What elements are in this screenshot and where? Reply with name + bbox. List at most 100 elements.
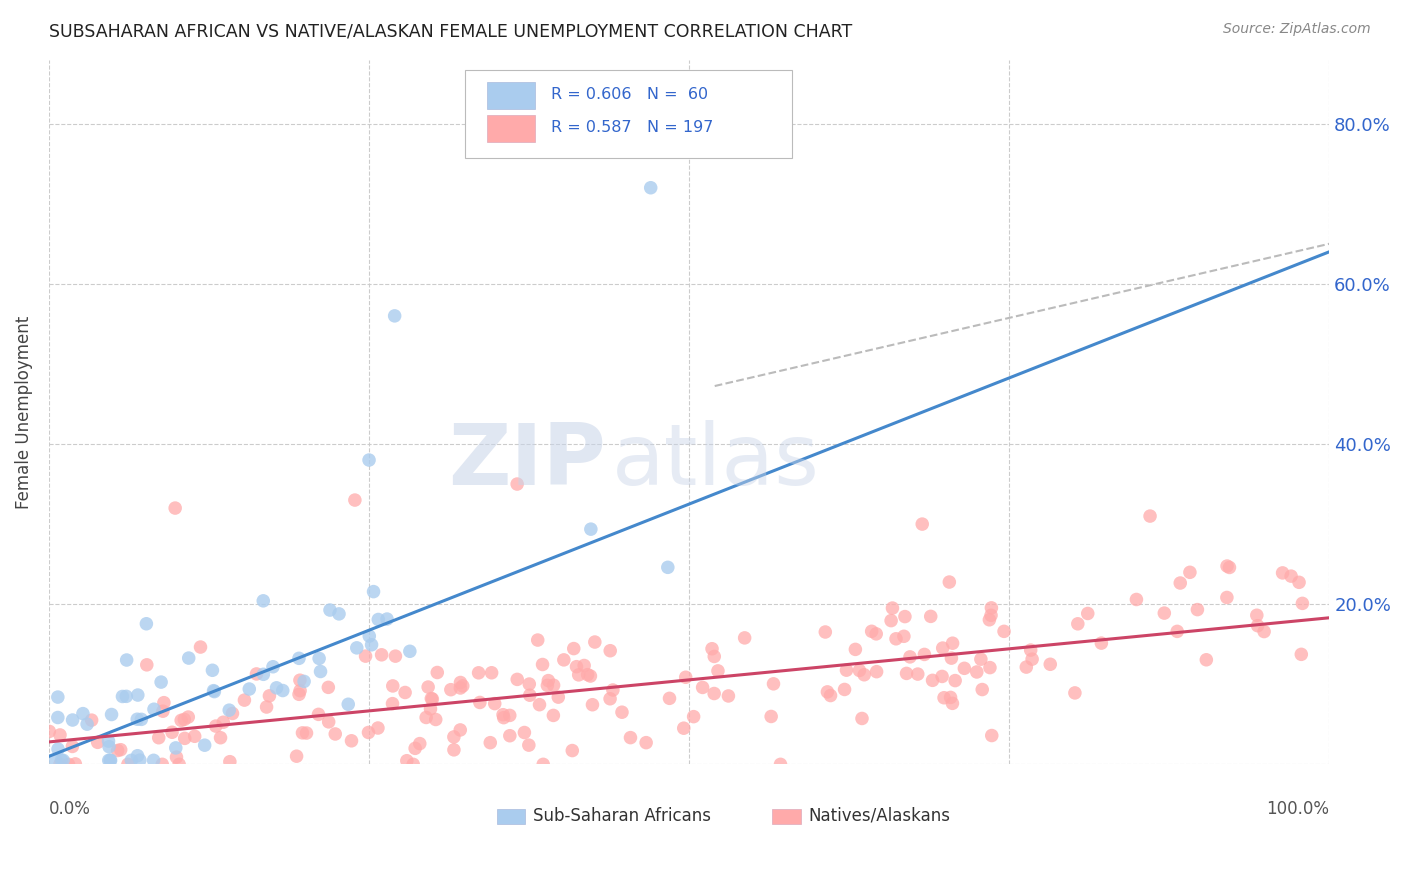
Point — [38, 724, 60, 739]
Text: SUBSAHARAN AFRICAN VS NATIVE/ALASKAN FEMALE UNEMPLOYMENT CORRELATION CHART: SUBSAHARAN AFRICAN VS NATIVE/ALASKAN FEM… — [49, 22, 852, 40]
Point — [354, 649, 377, 664]
Point — [340, 733, 363, 747]
Point — [46, 742, 69, 756]
Point — [820, 689, 842, 703]
Point — [907, 667, 929, 681]
Point — [440, 682, 463, 697]
Point — [1153, 606, 1175, 620]
Point — [288, 673, 311, 688]
Point — [97, 753, 120, 767]
Point — [1019, 643, 1042, 657]
Point — [420, 692, 443, 706]
Point — [1077, 607, 1099, 621]
Point — [851, 711, 873, 725]
Point — [449, 681, 471, 695]
Point — [707, 664, 730, 678]
Point — [384, 309, 406, 323]
Point — [543, 678, 565, 692]
Point — [921, 673, 943, 688]
Point — [1195, 653, 1218, 667]
Point — [506, 477, 529, 491]
Point — [221, 706, 243, 721]
Point — [245, 667, 267, 681]
Point — [1279, 569, 1302, 583]
Point — [658, 691, 681, 706]
Point — [209, 731, 232, 745]
Point — [212, 715, 235, 730]
Point — [170, 714, 193, 728]
Point — [177, 710, 200, 724]
Point — [517, 738, 540, 752]
Point — [1168, 576, 1191, 591]
Point — [111, 690, 134, 704]
Text: R = 0.587   N = 197: R = 0.587 N = 197 — [551, 120, 713, 136]
Point — [834, 682, 856, 697]
Point — [153, 696, 176, 710]
Point — [117, 757, 139, 772]
Point — [167, 757, 190, 772]
Point — [506, 673, 529, 687]
Point — [703, 649, 725, 664]
Point — [1291, 648, 1313, 662]
Point — [553, 653, 575, 667]
Point — [46, 690, 69, 704]
Point — [1139, 509, 1161, 524]
Point — [204, 719, 226, 733]
Point — [993, 624, 1015, 639]
Point — [127, 712, 149, 726]
Point — [581, 698, 603, 712]
Point — [360, 638, 382, 652]
Point — [135, 657, 157, 672]
Point — [49, 757, 72, 772]
Point — [1271, 566, 1294, 580]
Text: ZIP: ZIP — [449, 420, 606, 503]
Point — [292, 674, 315, 689]
Point — [547, 690, 569, 705]
Point — [288, 651, 311, 665]
Point — [531, 757, 554, 772]
Point — [619, 731, 641, 745]
Point — [1216, 591, 1239, 605]
Text: 100.0%: 100.0% — [1267, 799, 1329, 818]
Point — [880, 614, 903, 628]
Point — [980, 729, 1002, 743]
Point — [86, 735, 108, 749]
Point — [323, 727, 346, 741]
Point — [165, 740, 187, 755]
Point — [1187, 602, 1209, 616]
Point — [80, 713, 103, 727]
Point — [370, 648, 392, 662]
Point — [941, 697, 963, 711]
Text: Source: ZipAtlas.com: Source: ZipAtlas.com — [1223, 22, 1371, 37]
Point — [238, 681, 260, 696]
Point — [882, 601, 904, 615]
Point — [769, 757, 792, 772]
FancyBboxPatch shape — [465, 70, 792, 158]
Point — [953, 661, 976, 675]
FancyBboxPatch shape — [486, 115, 536, 142]
Point — [1178, 566, 1201, 580]
Point — [599, 691, 621, 706]
Point — [328, 607, 350, 621]
Point — [860, 624, 883, 639]
Point — [357, 453, 380, 467]
Point — [183, 729, 205, 743]
Point — [640, 180, 662, 194]
Point — [941, 651, 963, 665]
Point — [318, 714, 340, 729]
Point — [65, 756, 87, 771]
Point — [966, 665, 988, 679]
Point — [759, 709, 782, 723]
Point — [285, 749, 308, 764]
Point — [762, 677, 785, 691]
Point — [526, 633, 548, 648]
Point — [920, 609, 942, 624]
Point — [980, 600, 1002, 615]
Point — [120, 753, 142, 767]
Point — [531, 657, 554, 672]
Point — [58, 757, 80, 772]
Point — [492, 711, 515, 725]
Point — [499, 729, 522, 743]
Point — [76, 717, 98, 731]
Point — [734, 631, 756, 645]
